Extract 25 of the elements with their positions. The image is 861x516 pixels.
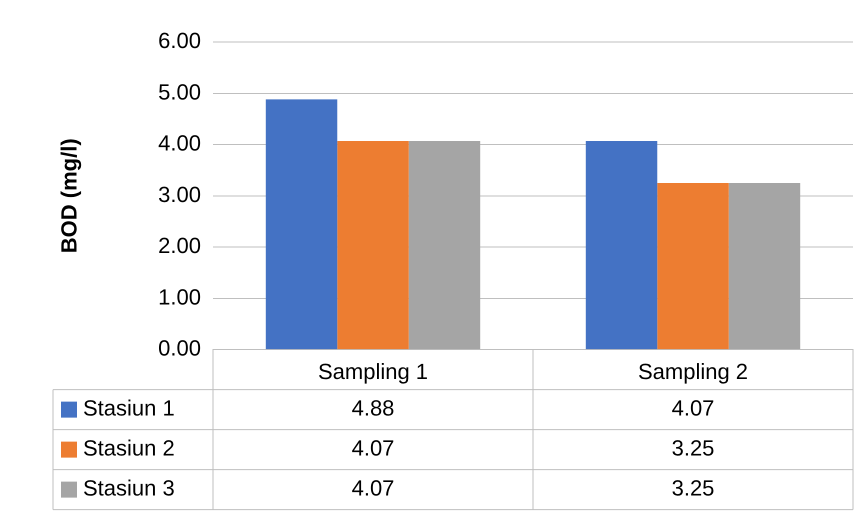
data-label: 3.25 xyxy=(672,476,714,501)
bar xyxy=(337,140,409,350)
data-label: 3.25 xyxy=(672,436,714,461)
y-tick-label: 0.00 xyxy=(158,336,201,361)
legend-label: Stasiun 2 xyxy=(83,436,175,461)
x-tick-label: Sampling 2 xyxy=(638,358,748,384)
bar xyxy=(408,140,480,350)
data-label: 4.07 xyxy=(352,476,394,501)
y-axis-title: BOD (mg/l) xyxy=(56,138,82,254)
data-label: 4.07 xyxy=(672,396,714,421)
data-label: 4.88 xyxy=(352,396,394,421)
y-tick-label: 5.00 xyxy=(158,79,201,104)
legend-label: Stasiun 1 xyxy=(83,396,175,421)
y-tick-label: 1.00 xyxy=(158,284,201,310)
bar xyxy=(266,99,338,350)
bar xyxy=(586,140,658,350)
y-tick-label: 6.00 xyxy=(158,28,201,54)
y-tick-label: 3.00 xyxy=(158,182,201,207)
bar xyxy=(657,182,729,350)
y-tick-label: 2.00 xyxy=(158,233,201,258)
bar xyxy=(728,182,800,350)
y-tick-label: 4.00 xyxy=(158,130,201,156)
data-label: 4.07 xyxy=(352,436,394,461)
legend-label: Stasiun 3 xyxy=(83,476,175,501)
x-tick-label: Sampling 1 xyxy=(318,358,428,384)
